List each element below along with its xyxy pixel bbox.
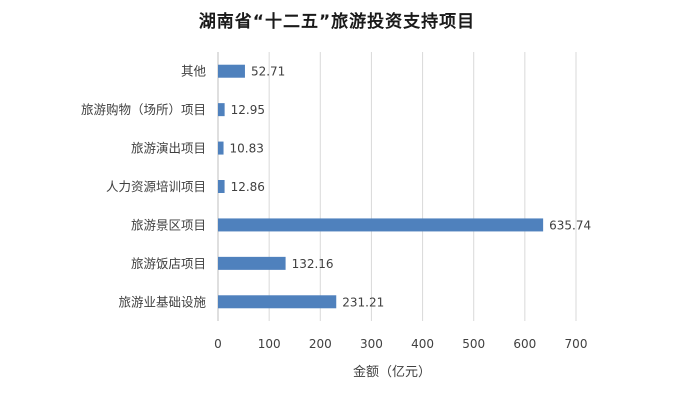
x-tick-label: 100 <box>258 337 281 351</box>
x-axis-title: 金额（亿元） <box>353 364 431 380</box>
data-label: 635.74 <box>549 218 591 232</box>
x-tick-label: 300 <box>360 337 383 351</box>
x-tick-label: 600 <box>513 337 536 351</box>
category-label: 旅游饭店项目 <box>131 256 206 271</box>
data-label: 12.86 <box>231 180 265 194</box>
bar <box>218 64 245 78</box>
data-label: 10.83 <box>230 142 264 156</box>
category-label: 人力资源培训项目 <box>106 179 206 194</box>
x-tick-label: 0 <box>214 337 222 351</box>
x-tick-label: 400 <box>411 337 434 351</box>
category-label: 旅游景区项目 <box>131 217 206 232</box>
gridlines <box>217 52 577 321</box>
category-labels: 其他旅游购物（场所）项目旅游演出项目人力资源培训项目旅游景区项目旅游饭店项目旅游… <box>81 64 207 310</box>
x-tick-label: 500 <box>462 337 485 351</box>
bar <box>218 103 225 117</box>
data-labels: 52.71 12.95 10.83 12.86 635.74 132.16 231.21 <box>230 65 592 310</box>
category-label: 旅游业基础设施 <box>118 294 206 309</box>
bar <box>218 256 286 270</box>
bar <box>218 295 337 309</box>
data-label: 132.16 <box>292 257 334 271</box>
chart-title: 湖南省“十二五”旅游投资支持项目 <box>199 11 475 32</box>
bar <box>218 141 224 155</box>
data-label: 52.71 <box>251 65 285 79</box>
data-label: 231.21 <box>342 295 384 309</box>
category-label: 其他 <box>181 64 207 79</box>
bar <box>218 218 544 232</box>
data-label: 12.95 <box>231 103 265 117</box>
x-tick-label: 200 <box>309 337 332 351</box>
x-tick-labels: 0 100 200 300 400 500 600 700 <box>214 337 587 351</box>
category-label: 旅游购物（场所）项目 <box>81 102 206 117</box>
category-label: 旅游演出项目 <box>131 141 206 156</box>
x-tick-label: 700 <box>565 337 588 351</box>
bars <box>218 64 544 309</box>
bar <box>218 180 225 193</box>
